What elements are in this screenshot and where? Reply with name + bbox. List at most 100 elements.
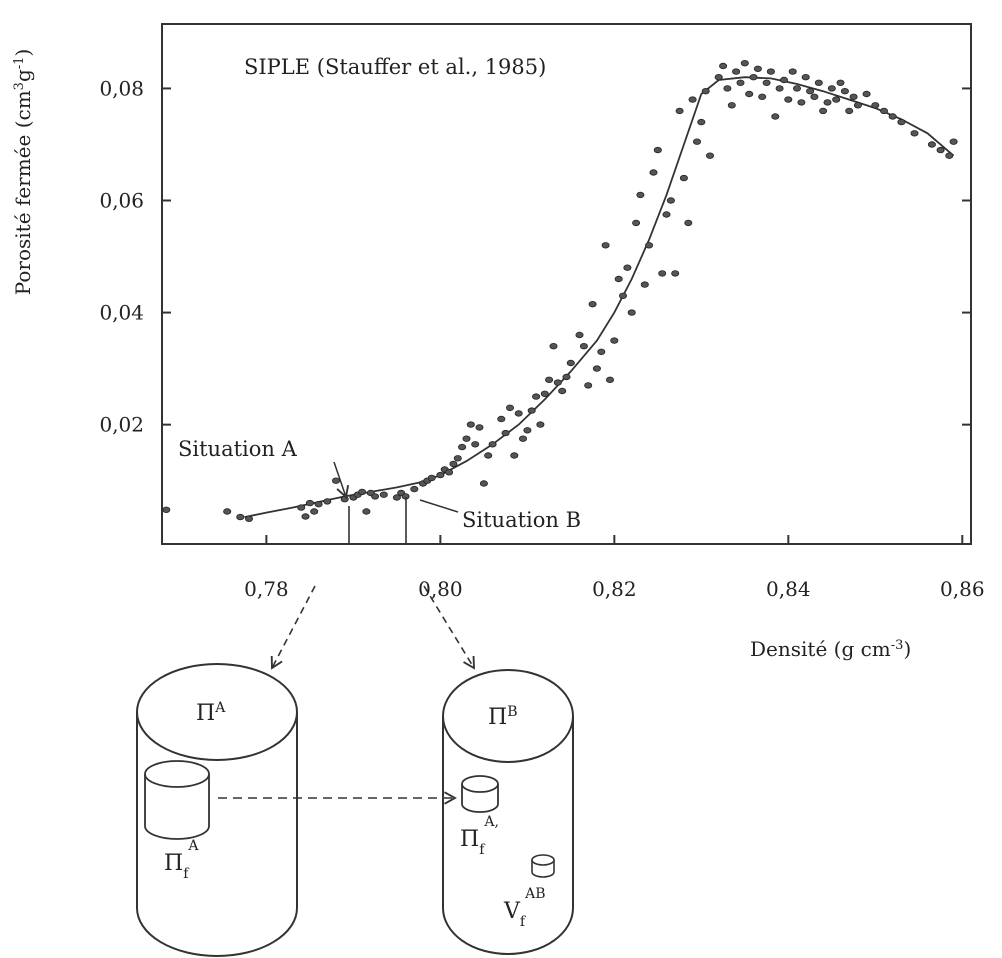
annotation-situation-b: Situation B (462, 508, 581, 532)
data-point (619, 292, 628, 299)
data-point (762, 79, 771, 86)
data-point (558, 387, 567, 395)
data-point (536, 421, 545, 428)
data-point (462, 435, 471, 442)
data-point (545, 376, 554, 383)
data-point (910, 130, 919, 137)
data-point (636, 191, 645, 199)
data-point (244, 515, 253, 522)
data-point (688, 96, 697, 103)
data-point (501, 429, 510, 437)
y-axis-label-tail: ) (11, 49, 35, 57)
data-point (549, 343, 558, 350)
data-point (780, 76, 789, 84)
data-point (362, 508, 371, 515)
data-point (671, 270, 680, 277)
data-point (810, 93, 819, 100)
data-point (445, 469, 454, 476)
data-point (627, 309, 636, 316)
data-point (871, 102, 880, 109)
x-axis-label: Densité (g cm-3) (750, 637, 911, 661)
data-point (358, 488, 367, 496)
data-point (788, 68, 797, 75)
data-point (640, 281, 649, 288)
y-axis-label: Porosité fermée (cm3g-1) (11, 49, 35, 296)
x-tick-label: 0,80 (418, 577, 463, 601)
data-point (584, 382, 593, 389)
cylinder-b-inner2-label: VfAB (503, 886, 545, 930)
data-point (540, 390, 549, 397)
data-point (927, 141, 936, 148)
data-point (323, 498, 332, 505)
data-point (514, 410, 523, 417)
data-point (162, 506, 171, 513)
data-point (723, 85, 732, 92)
data-point (701, 87, 710, 95)
data-point (736, 79, 745, 86)
data-point (679, 174, 688, 182)
data-point (466, 421, 475, 428)
data-point (606, 376, 615, 383)
data-point (649, 169, 658, 176)
data-point (371, 493, 380, 500)
y-axis-label-main: Porosité fermée (cm (11, 90, 35, 295)
y-tick-label: 0,08 (99, 76, 144, 100)
x-axis-label-tail: ) (903, 637, 911, 661)
data-point (662, 211, 671, 218)
data-point (727, 102, 736, 109)
cylinder-a-label: ΠA (196, 700, 226, 726)
x-tick-label: 0,82 (592, 577, 637, 601)
data-point (845, 107, 854, 115)
data-point (832, 96, 841, 103)
data-point (505, 404, 514, 411)
data-point (575, 331, 584, 339)
data-point (436, 471, 445, 479)
data-point (797, 99, 806, 106)
data-point (310, 508, 319, 515)
data-point (732, 68, 741, 75)
data-point (410, 485, 419, 493)
data-point (766, 68, 775, 75)
x-tick-label: 0,86 (940, 577, 985, 601)
data-point (753, 65, 762, 72)
data-point (488, 441, 497, 448)
data-point (453, 455, 462, 462)
arrow-to-cylinder-a (270, 585, 316, 670)
data-point (340, 496, 349, 503)
data-point (601, 242, 610, 249)
data-point (823, 99, 832, 106)
cylinder-b: ΠB ΠfA, VfAB (442, 669, 574, 955)
data-point (897, 118, 906, 126)
data-point (801, 73, 810, 81)
y-axis-label-mid: g (11, 69, 35, 82)
data-point (553, 379, 562, 386)
data-point (484, 452, 493, 459)
data-point (675, 107, 684, 115)
data-point (745, 90, 754, 98)
data-point (827, 85, 836, 92)
data-point (936, 146, 945, 154)
data-point (301, 513, 310, 520)
data-point (497, 415, 506, 423)
data-point (532, 393, 541, 400)
chart-title: SIPLE (Stauffer et al., 1985) (244, 55, 546, 79)
data-point (784, 96, 793, 103)
data-point (949, 138, 958, 145)
annotation-situation-a: Situation A (178, 437, 298, 461)
data-point (527, 407, 536, 414)
y-tick-label: 0,02 (99, 413, 144, 437)
data-point (819, 107, 828, 115)
data-point (880, 107, 889, 115)
data-point (653, 146, 662, 154)
cylinder-a: ΠA ΠfA (136, 663, 298, 957)
data-point (479, 480, 488, 487)
x-axis-label-main: Densité (g cm (750, 637, 891, 661)
data-point (305, 499, 314, 507)
data-point (610, 337, 619, 344)
data-point (475, 424, 484, 431)
data-point (314, 501, 323, 508)
data-point (814, 79, 823, 86)
data-point (632, 219, 641, 227)
data-point (706, 152, 715, 159)
